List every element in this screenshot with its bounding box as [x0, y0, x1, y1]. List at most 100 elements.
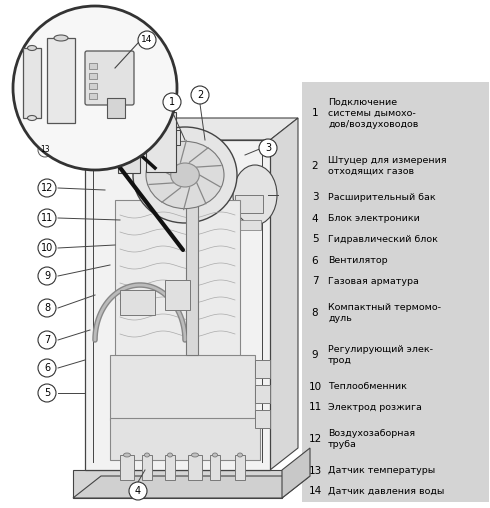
Ellipse shape	[133, 127, 237, 223]
Polygon shape	[73, 470, 282, 498]
Text: 7: 7	[312, 276, 318, 287]
Text: Датчик температуры: Датчик температуры	[328, 466, 435, 475]
Polygon shape	[282, 448, 310, 498]
Text: Расширительный бак: Расширительный бак	[328, 193, 436, 202]
Text: 6: 6	[44, 363, 50, 373]
Polygon shape	[85, 140, 270, 470]
Circle shape	[38, 239, 56, 257]
Ellipse shape	[54, 35, 68, 41]
Bar	[237, 220, 261, 230]
Bar	[47, 38, 75, 123]
Circle shape	[13, 6, 177, 170]
Bar	[255, 385, 270, 403]
Bar	[89, 73, 97, 79]
Text: 11: 11	[41, 213, 53, 223]
Circle shape	[38, 331, 56, 349]
Bar	[107, 98, 125, 118]
Ellipse shape	[233, 165, 277, 225]
Circle shape	[138, 31, 156, 49]
Ellipse shape	[171, 163, 199, 187]
Bar	[302, 82, 489, 502]
Ellipse shape	[27, 46, 36, 50]
Text: 8: 8	[312, 308, 318, 318]
Text: 12: 12	[308, 434, 321, 444]
Bar	[235, 195, 263, 213]
Text: Подключение
системы дымохо-
дов/воздуховодов: Подключение системы дымохо- дов/воздухов…	[328, 98, 418, 129]
Bar	[186, 200, 198, 355]
Text: 2: 2	[312, 161, 318, 171]
Bar	[89, 63, 97, 69]
Bar	[23, 48, 41, 118]
Circle shape	[38, 209, 56, 227]
Ellipse shape	[123, 105, 134, 111]
Ellipse shape	[145, 453, 149, 457]
Text: 4: 4	[312, 213, 318, 224]
Text: 5: 5	[44, 388, 50, 398]
Text: 8: 8	[44, 303, 50, 313]
Text: Электрод розжига: Электрод розжига	[328, 403, 422, 412]
Bar	[188, 455, 202, 480]
Ellipse shape	[123, 453, 130, 457]
Text: Воздухозаборная
труба: Воздухозаборная труба	[328, 429, 415, 449]
Bar	[146, 112, 176, 172]
Text: 6: 6	[312, 256, 318, 266]
Text: Компактный термомо-
дуль: Компактный термомо- дуль	[328, 303, 441, 323]
Polygon shape	[110, 355, 255, 420]
Text: 3: 3	[312, 193, 318, 203]
Bar	[235, 455, 245, 480]
Bar	[89, 83, 97, 89]
Text: Теплообменник: Теплообменник	[328, 382, 407, 391]
Bar	[255, 360, 270, 378]
Bar	[118, 108, 140, 173]
Text: 2: 2	[197, 90, 203, 100]
Bar	[165, 280, 190, 310]
Text: 13: 13	[40, 145, 50, 154]
Text: Датчик давления воды: Датчик давления воды	[328, 487, 444, 496]
Text: 10: 10	[308, 382, 321, 392]
Bar	[255, 410, 270, 428]
FancyBboxPatch shape	[85, 51, 134, 105]
Text: Гидравлический блок: Гидравлический блок	[328, 235, 438, 244]
Polygon shape	[85, 118, 298, 140]
Polygon shape	[110, 418, 260, 460]
Text: 7: 7	[44, 335, 50, 345]
Text: 11: 11	[308, 402, 321, 412]
Text: 3: 3	[265, 143, 271, 153]
Ellipse shape	[213, 453, 218, 457]
Text: Регулирующий элек-
трод: Регулирующий элек- трод	[328, 345, 433, 365]
Text: 12: 12	[41, 183, 53, 193]
Circle shape	[163, 93, 181, 111]
Bar	[89, 93, 97, 99]
Polygon shape	[115, 200, 240, 360]
Ellipse shape	[192, 453, 198, 457]
Text: 4: 4	[135, 486, 141, 496]
Text: Вентилятор: Вентилятор	[328, 256, 388, 265]
Text: 14: 14	[308, 487, 321, 496]
Ellipse shape	[168, 453, 172, 457]
Text: 13: 13	[308, 465, 321, 475]
Circle shape	[38, 267, 56, 285]
Circle shape	[38, 179, 56, 197]
Text: Газовая арматура: Газовая арматура	[328, 277, 419, 286]
Circle shape	[259, 139, 277, 157]
Circle shape	[38, 299, 56, 317]
Circle shape	[38, 143, 52, 157]
Text: 10: 10	[41, 243, 53, 253]
Circle shape	[129, 482, 147, 500]
Text: 1: 1	[312, 109, 318, 118]
Bar	[142, 455, 152, 480]
Polygon shape	[270, 118, 298, 470]
Bar	[210, 455, 220, 480]
Text: 9: 9	[312, 350, 318, 360]
Ellipse shape	[27, 115, 36, 120]
Bar	[165, 455, 175, 480]
Polygon shape	[115, 130, 180, 145]
Bar	[120, 290, 155, 315]
Circle shape	[38, 384, 56, 402]
Ellipse shape	[153, 109, 169, 115]
Bar	[120, 455, 134, 480]
Circle shape	[38, 359, 56, 377]
Ellipse shape	[146, 141, 224, 209]
Text: 1: 1	[169, 97, 175, 107]
Polygon shape	[73, 476, 310, 498]
